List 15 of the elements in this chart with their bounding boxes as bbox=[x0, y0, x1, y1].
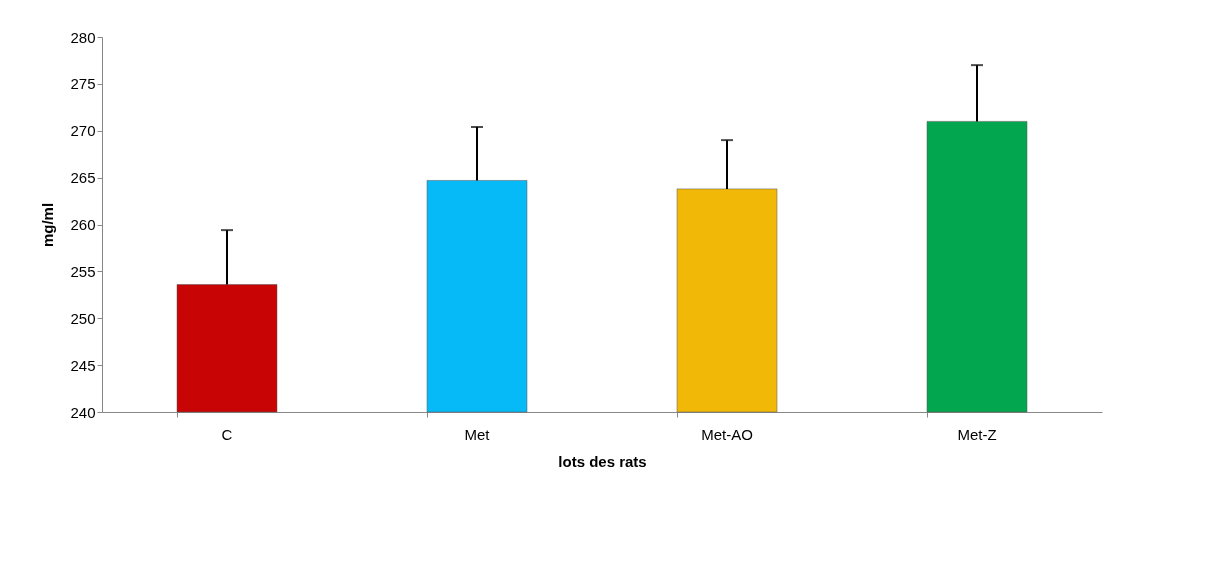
y-tick-label: 270 bbox=[70, 122, 96, 140]
x-tick-label: Met-AO bbox=[701, 425, 753, 443]
x-tick-label: C bbox=[221, 425, 233, 443]
x-tick-label: Met-Z bbox=[957, 425, 997, 443]
y-tick-label: 260 bbox=[70, 216, 96, 233]
x-axis-title: lots des rats bbox=[558, 452, 647, 470]
y-tick-label: 250 bbox=[70, 309, 96, 327]
y-tick-label: 245 bbox=[70, 356, 96, 374]
y-axis-title: mg/ml bbox=[39, 202, 57, 248]
y-tick-label: 275 bbox=[70, 75, 96, 93]
y-tick-label: 280 bbox=[70, 28, 96, 46]
y-tick-label: 265 bbox=[70, 169, 96, 187]
x-tick-label: Met bbox=[464, 425, 491, 443]
y-tick-label: 240 bbox=[70, 403, 96, 421]
y-tick-label: 255 bbox=[70, 262, 96, 280]
